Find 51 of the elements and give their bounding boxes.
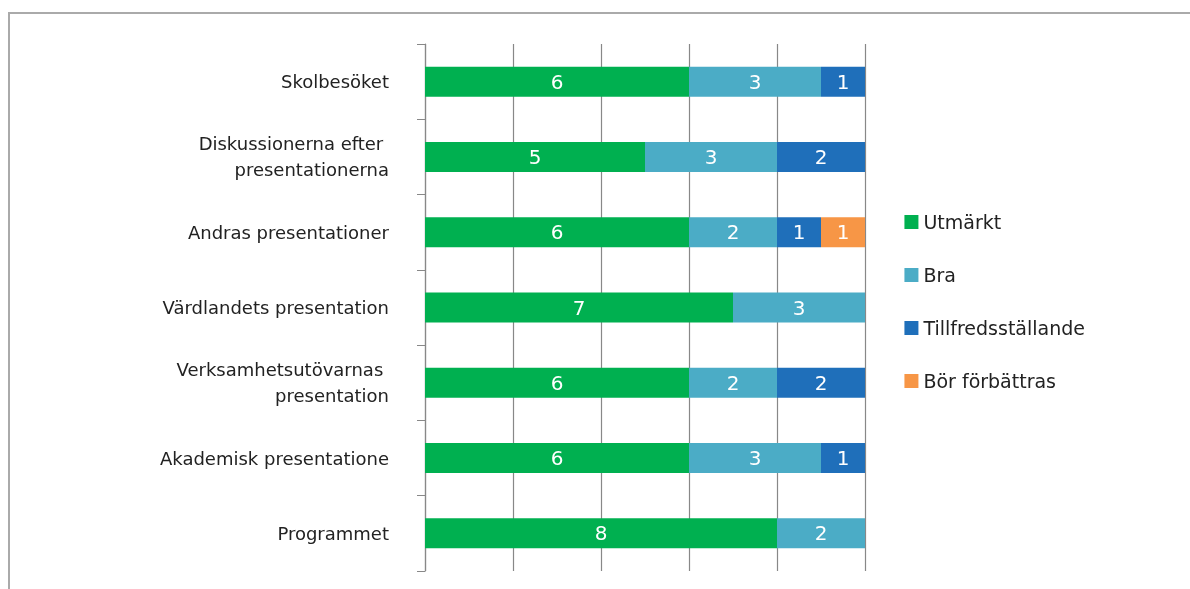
y-tick-label: Verksamhetsutövarnas presentation xyxy=(176,359,389,407)
data-label: 5 xyxy=(528,144,542,169)
data-label: 6 xyxy=(550,220,564,245)
data-label: 1 xyxy=(792,220,806,245)
bar xyxy=(821,443,865,474)
y-tick-label: Skolbesöket xyxy=(280,71,389,93)
data-label: 1 xyxy=(836,220,850,245)
legend-label: Bör förbättras xyxy=(923,370,1057,392)
y-tick-label: Diskussionerna efter presentationerna xyxy=(198,133,389,181)
bar xyxy=(777,518,865,549)
bar xyxy=(777,217,821,248)
data-label: 2 xyxy=(814,144,828,169)
data-label: 3 xyxy=(748,446,762,471)
bar xyxy=(425,141,645,172)
legend-label: Tillfredsställande xyxy=(922,317,1085,339)
bar xyxy=(733,292,865,323)
data-label: 8 xyxy=(594,521,608,546)
data-label: 6 xyxy=(550,446,564,471)
legend-label: Utmärkt xyxy=(923,211,1002,233)
data-label: 2 xyxy=(814,521,828,546)
data-label: 1 xyxy=(836,69,850,94)
bar xyxy=(425,518,777,549)
bar xyxy=(425,66,689,97)
data-label: 3 xyxy=(792,295,806,320)
bar xyxy=(821,217,865,248)
bar xyxy=(689,217,777,248)
bar xyxy=(821,66,865,97)
y-tick-label: Andras presentationer xyxy=(187,221,390,243)
bar xyxy=(425,292,733,323)
bar xyxy=(689,367,777,398)
y-tick-label: Programmet xyxy=(277,522,389,544)
data-label: 2 xyxy=(814,370,828,395)
data-label: 2 xyxy=(726,220,740,245)
data-label: 1 xyxy=(836,446,850,471)
data-label: 3 xyxy=(748,69,762,94)
bar xyxy=(425,443,689,474)
data-label: 7 xyxy=(572,295,586,320)
bar xyxy=(689,443,821,474)
bar xyxy=(689,66,821,97)
bar xyxy=(425,367,689,398)
bar xyxy=(425,217,689,248)
data-label: 6 xyxy=(550,370,564,395)
data-label: 6 xyxy=(550,69,564,94)
bar xyxy=(777,367,865,398)
bar xyxy=(777,141,865,172)
y-tick-label: Värdlandets presentation xyxy=(162,297,389,318)
data-label: 2 xyxy=(726,370,740,395)
y-tick-label: Akademisk presentatione xyxy=(159,447,389,469)
data-label: 3 xyxy=(704,144,718,169)
bar xyxy=(645,141,777,172)
legend-label: Bra xyxy=(923,264,956,286)
